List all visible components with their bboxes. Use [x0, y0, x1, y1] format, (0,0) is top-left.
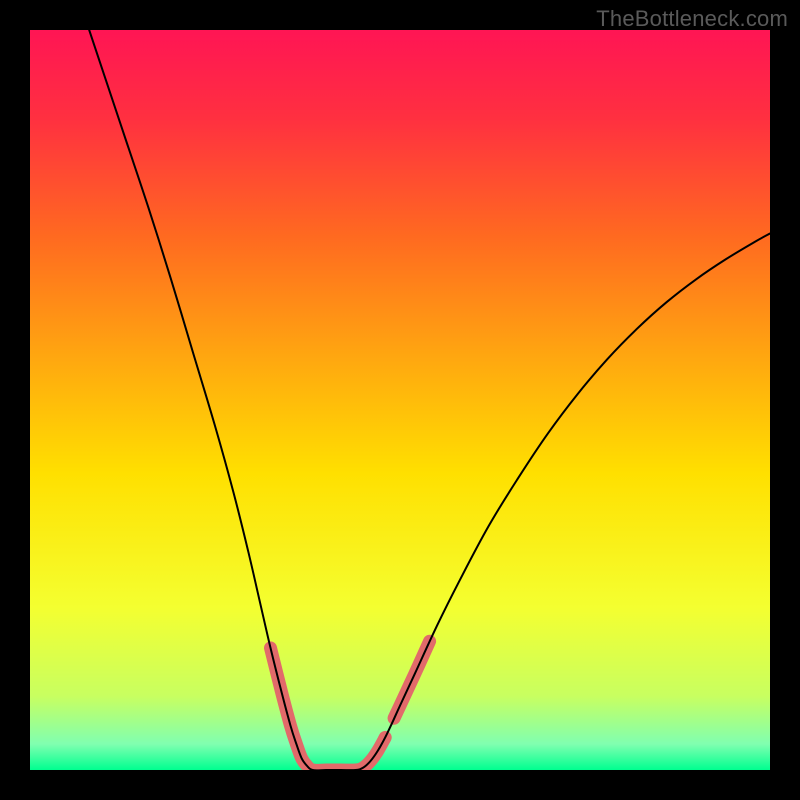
bottleneck-chart	[0, 0, 800, 800]
watermark-text: TheBottleneck.com	[596, 6, 788, 32]
chart-container: TheBottleneck.com	[0, 0, 800, 800]
